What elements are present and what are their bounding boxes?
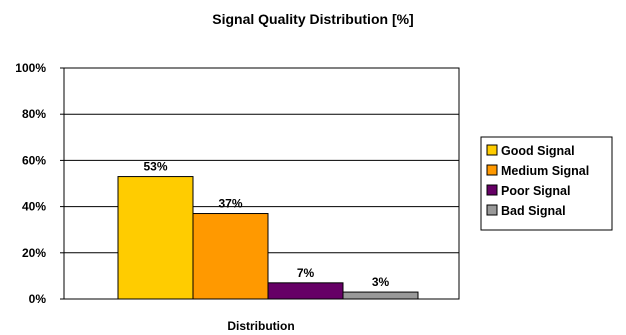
y-tick-label: 20% <box>22 246 46 260</box>
legend-swatch <box>486 164 498 176</box>
y-axis: 0% 20% 40% 60% 80% 100% <box>15 61 64 306</box>
chart-title: Signal Quality Distribution [%] <box>212 11 413 27</box>
y-tick-label: 40% <box>22 200 46 214</box>
legend-box <box>480 136 613 231</box>
y-tick-label: 60% <box>22 153 46 167</box>
legend-item-label: Bad Signal <box>501 204 566 218</box>
bar-bad-signal <box>342 291 419 300</box>
legend-item-label: Medium Signal <box>501 164 589 178</box>
legend: Good Signal Medium Signal Poor Signal Bad S… <box>480 136 613 231</box>
legend-swatch <box>486 144 498 156</box>
legend-item-label: Poor Signal <box>501 184 570 198</box>
bar-good-signal <box>117 176 194 300</box>
x-axis-title: Distribution <box>227 319 294 333</box>
bar-medium-signal <box>192 213 269 300</box>
data-label: 37% <box>218 197 242 211</box>
bar-poor-signal <box>267 282 344 300</box>
y-tick-label: 80% <box>22 107 46 121</box>
y-tick-label: 100% <box>15 61 46 75</box>
data-label: 7% <box>297 266 315 280</box>
data-label: 3% <box>372 275 390 289</box>
y-tick-label: 0% <box>29 292 47 306</box>
legend-swatch <box>486 184 498 196</box>
plot-area <box>63 67 460 300</box>
value-labels: 53% 37% 7% 3% <box>143 160 389 290</box>
legend-swatch <box>486 204 498 216</box>
legend-item-label: Good Signal <box>501 144 575 158</box>
data-label: 53% <box>143 160 167 174</box>
